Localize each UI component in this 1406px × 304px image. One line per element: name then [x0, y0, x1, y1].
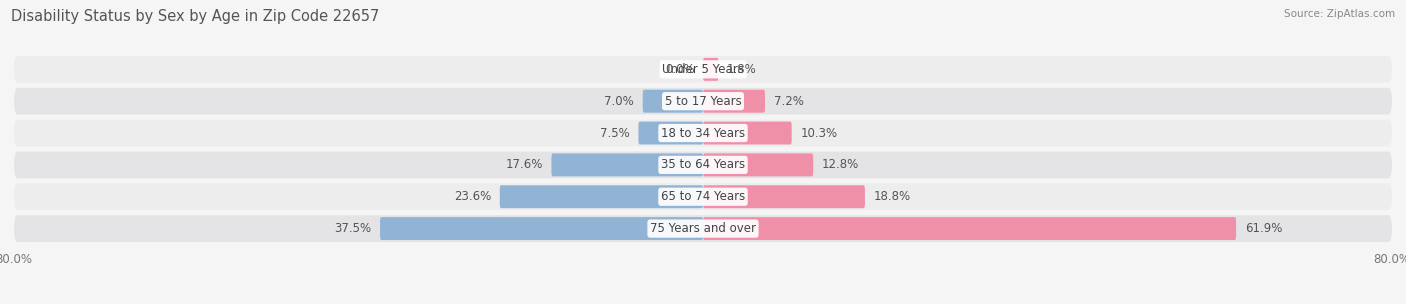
Text: 75 Years and over: 75 Years and over [650, 222, 756, 235]
FancyBboxPatch shape [14, 56, 1392, 83]
FancyBboxPatch shape [703, 185, 865, 208]
FancyBboxPatch shape [380, 217, 703, 240]
Text: 7.2%: 7.2% [773, 95, 803, 108]
Text: 0.0%: 0.0% [665, 63, 695, 76]
Text: 35 to 64 Years: 35 to 64 Years [661, 158, 745, 171]
FancyBboxPatch shape [703, 154, 813, 176]
Text: 65 to 74 Years: 65 to 74 Years [661, 190, 745, 203]
Text: 61.9%: 61.9% [1244, 222, 1282, 235]
Text: 7.5%: 7.5% [600, 126, 630, 140]
Text: 12.8%: 12.8% [823, 158, 859, 171]
Text: 37.5%: 37.5% [335, 222, 371, 235]
Text: 5 to 17 Years: 5 to 17 Years [665, 95, 741, 108]
FancyBboxPatch shape [499, 185, 703, 208]
Text: Under 5 Years: Under 5 Years [662, 63, 744, 76]
Text: Source: ZipAtlas.com: Source: ZipAtlas.com [1284, 9, 1395, 19]
FancyBboxPatch shape [14, 215, 1392, 242]
FancyBboxPatch shape [638, 122, 703, 144]
Text: 18.8%: 18.8% [873, 190, 911, 203]
FancyBboxPatch shape [14, 183, 1392, 210]
Text: Disability Status by Sex by Age in Zip Code 22657: Disability Status by Sex by Age in Zip C… [11, 9, 380, 24]
FancyBboxPatch shape [703, 90, 765, 113]
FancyBboxPatch shape [703, 122, 792, 144]
FancyBboxPatch shape [551, 154, 703, 176]
Text: 1.8%: 1.8% [727, 63, 756, 76]
FancyBboxPatch shape [14, 88, 1392, 115]
FancyBboxPatch shape [703, 58, 718, 81]
Text: 10.3%: 10.3% [800, 126, 838, 140]
FancyBboxPatch shape [703, 217, 1236, 240]
FancyBboxPatch shape [643, 90, 703, 113]
Text: 7.0%: 7.0% [605, 95, 634, 108]
FancyBboxPatch shape [14, 120, 1392, 147]
Text: 23.6%: 23.6% [454, 190, 491, 203]
Text: 18 to 34 Years: 18 to 34 Years [661, 126, 745, 140]
FancyBboxPatch shape [14, 151, 1392, 178]
Text: 17.6%: 17.6% [505, 158, 543, 171]
